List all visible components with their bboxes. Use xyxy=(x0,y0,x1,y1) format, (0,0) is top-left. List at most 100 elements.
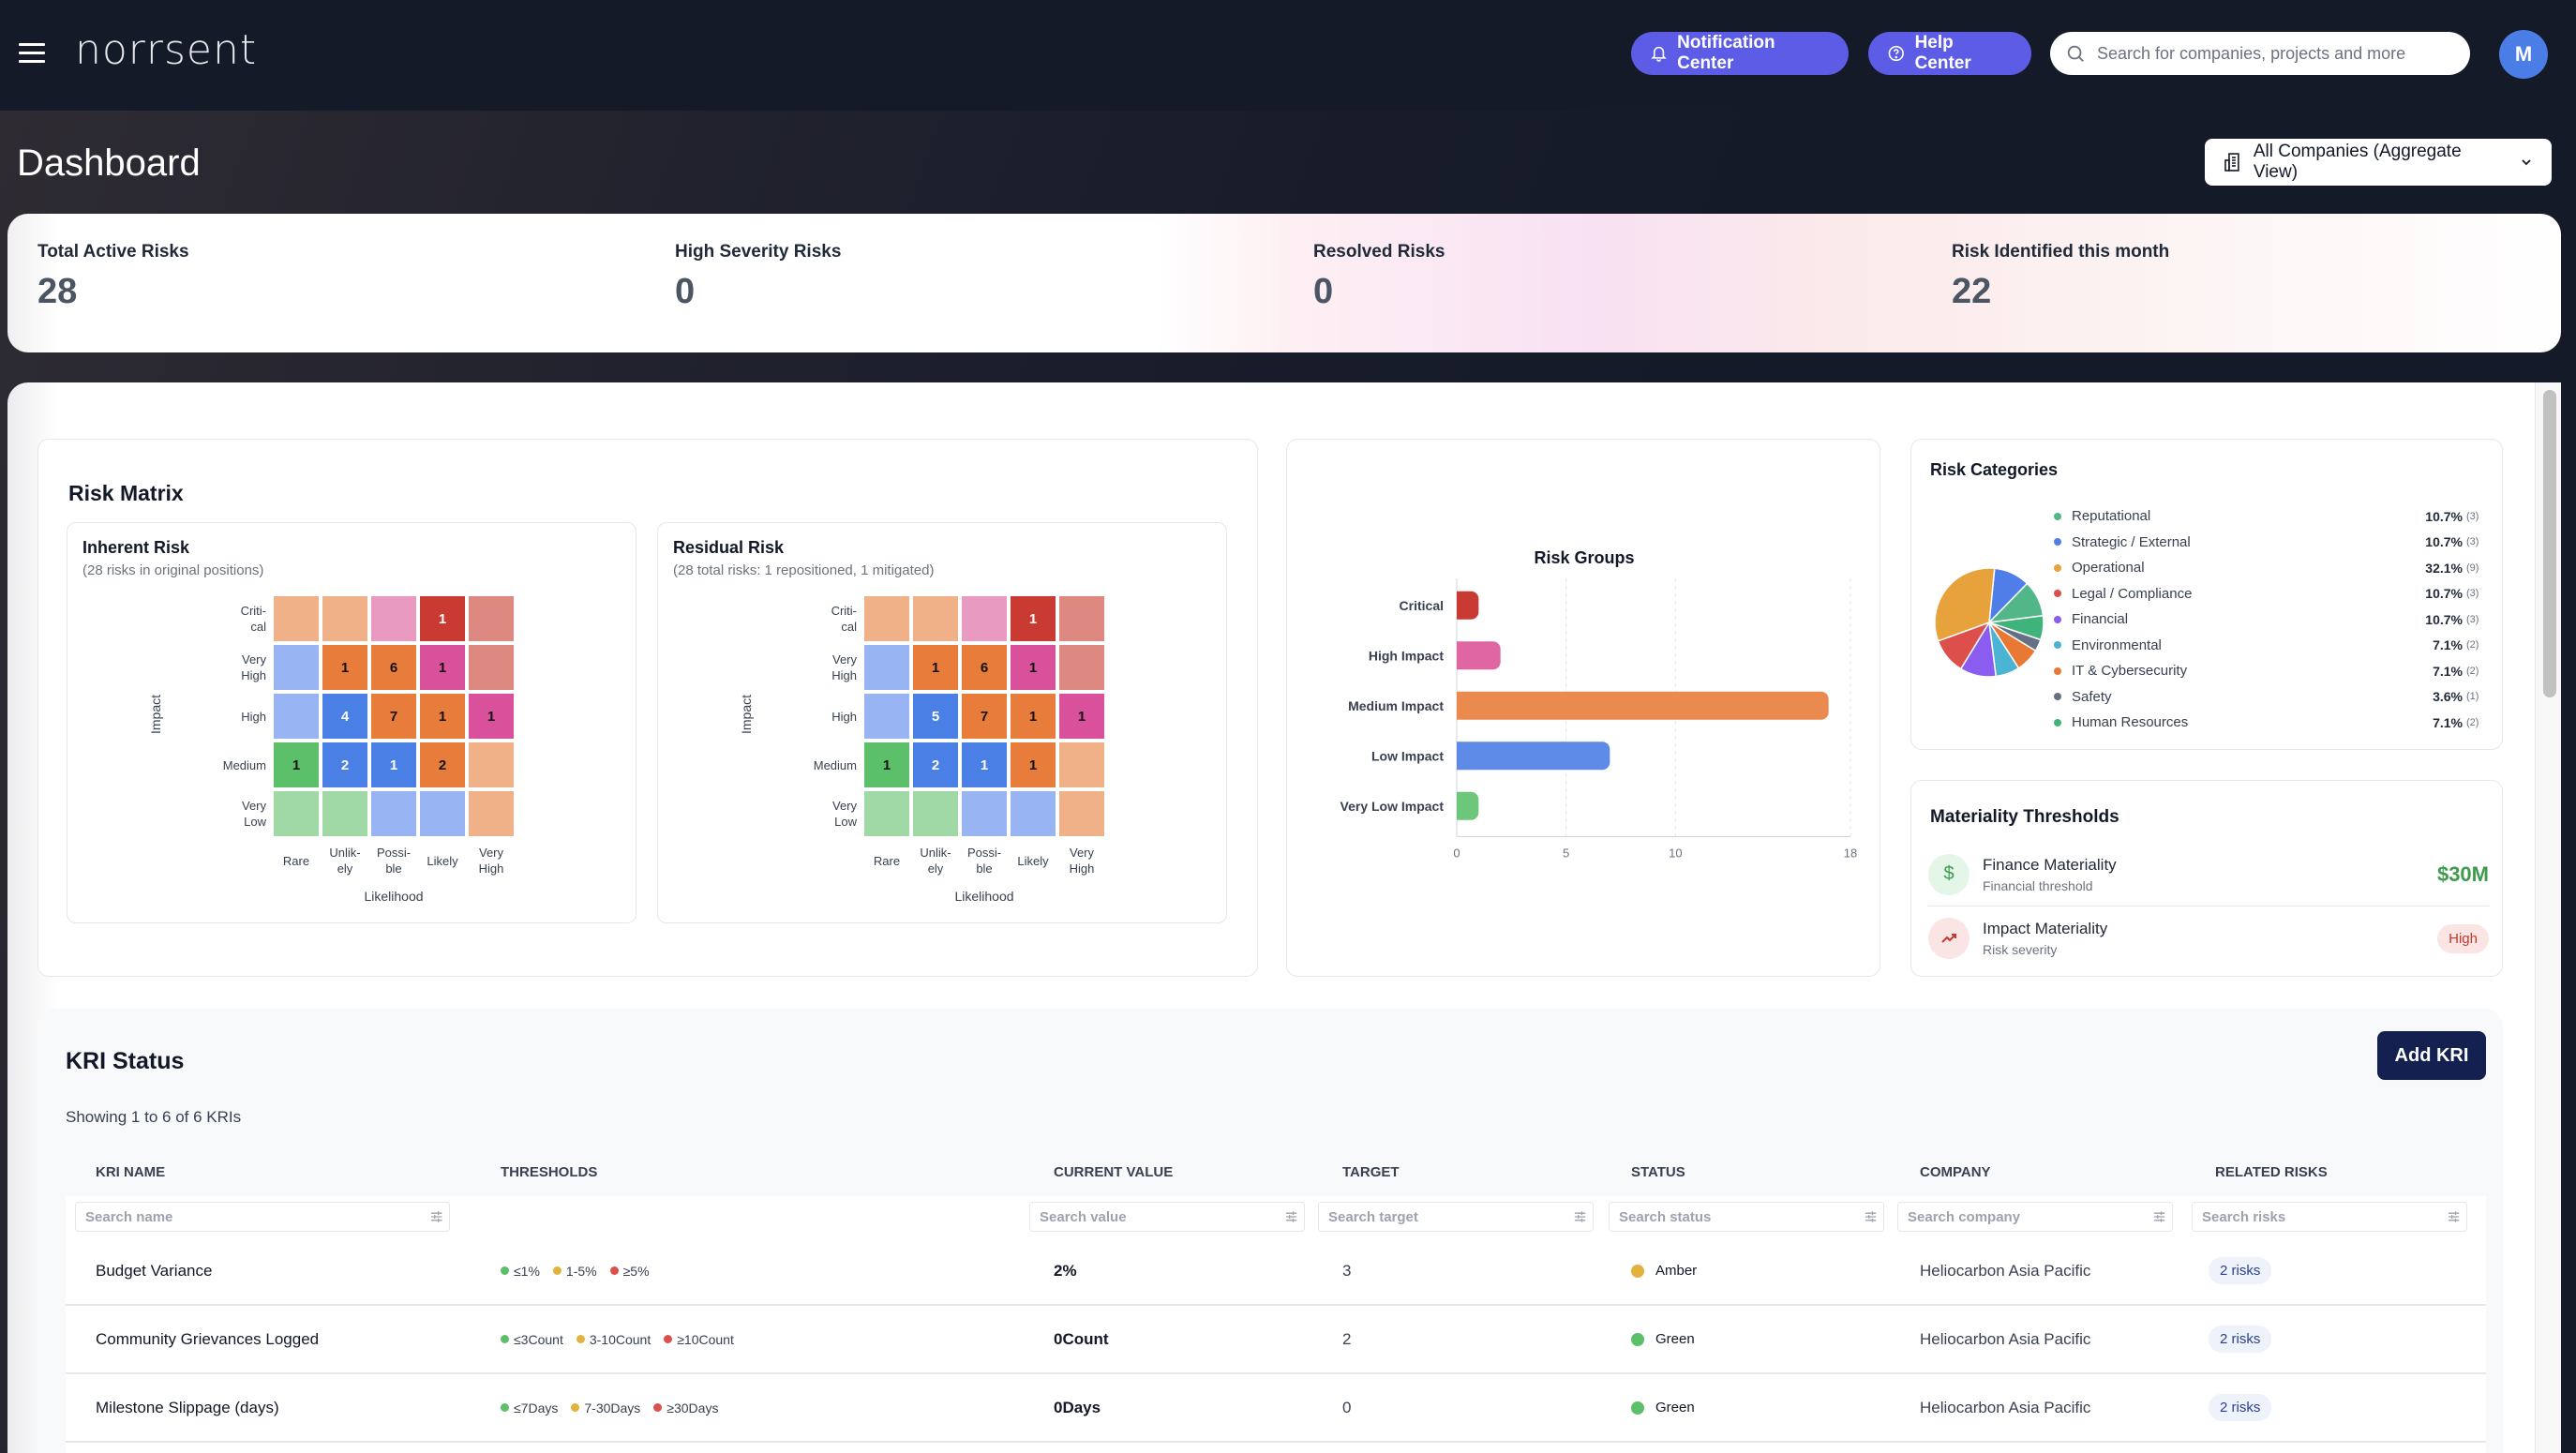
table-row[interactable]: Budget Variance ≤1% 1-5% ≥5% 2% 3 Amber Helioca… xyxy=(66,1237,2486,1306)
help-center-button[interactable]: Help Center xyxy=(1868,32,2031,75)
filter-company[interactable] xyxy=(1897,1202,2173,1232)
global-search[interactable] xyxy=(2050,32,2470,75)
matrix-cell[interactable]: 1 xyxy=(371,742,416,787)
matrix-cell[interactable] xyxy=(371,791,416,836)
matrix-cell[interactable]: 5 xyxy=(913,694,958,739)
filter-sliders-icon[interactable] xyxy=(2447,1209,2461,1224)
matrix-cell[interactable] xyxy=(1059,596,1104,641)
filter-name[interactable] xyxy=(75,1202,450,1232)
filter-sliders-icon[interactable] xyxy=(2152,1209,2166,1224)
filter-status-input[interactable] xyxy=(1619,1208,1864,1225)
menu-icon[interactable] xyxy=(19,43,45,64)
logo[interactable]: norrsent xyxy=(75,26,258,74)
legend-item[interactable]: Financial 10.7% (3) xyxy=(2054,607,2481,633)
matrix-cell[interactable] xyxy=(864,694,909,739)
matrix-cell[interactable]: 1 xyxy=(1011,742,1056,787)
matrix-cell[interactable] xyxy=(1059,742,1104,787)
matrix-cell[interactable] xyxy=(864,645,909,690)
table-row[interactable]: Community Grievances Logged ≤3Count 3-10Co… xyxy=(66,1306,2486,1374)
filter-company-input[interactable] xyxy=(1908,1208,2152,1225)
filter-sliders-icon[interactable] xyxy=(429,1209,443,1224)
matrix-cell[interactable]: 1 xyxy=(1011,694,1056,739)
matrix-cell[interactable] xyxy=(1011,791,1056,836)
global-search-input[interactable] xyxy=(2097,43,2453,64)
matrix-cell[interactable] xyxy=(274,596,319,641)
matrix-cell[interactable]: 6 xyxy=(371,645,416,690)
matrix-cell[interactable] xyxy=(469,742,514,787)
legend-item[interactable]: Operational 32.1% (9) xyxy=(2054,555,2481,581)
matrix-cell[interactable]: 1 xyxy=(864,742,909,787)
matrix-cell[interactable]: 1 xyxy=(469,694,514,739)
table-row[interactable]: Milestone Slippage (days) ≤7Days 7-30Days ≥… xyxy=(66,1374,2486,1443)
add-kri-button[interactable]: Add KRI xyxy=(2377,1031,2486,1080)
col-company[interactable]: COMPANY xyxy=(1920,1164,1991,1180)
related-risks-badge[interactable]: 2 risks xyxy=(2209,1326,2272,1353)
matrix-cell[interactable] xyxy=(1059,645,1104,690)
matrix-cell[interactable]: 7 xyxy=(962,694,1007,739)
matrix-cell[interactable]: 1 xyxy=(1011,645,1056,690)
matrix-cell[interactable] xyxy=(913,596,958,641)
matrix-cell[interactable] xyxy=(420,791,465,836)
col-target[interactable]: TARGET xyxy=(1342,1164,1400,1180)
legend-item[interactable]: Human Resources 7.1% (2) xyxy=(2054,710,2481,736)
filter-sliders-icon[interactable] xyxy=(1864,1209,1878,1224)
scrollbar[interactable] xyxy=(2535,382,2561,1453)
matrix-cell[interactable]: 2 xyxy=(420,742,465,787)
matrix-cell[interactable]: 7 xyxy=(371,694,416,739)
notification-center-button[interactable]: Notification Center xyxy=(1631,32,1849,75)
matrix-cell[interactable] xyxy=(469,645,514,690)
matrix-cell[interactable]: 1 xyxy=(1011,596,1056,641)
legend-item[interactable]: Safety 3.6% (1) xyxy=(2054,684,2481,711)
col-status[interactable]: STATUS xyxy=(1631,1164,1685,1180)
matrix-cell[interactable]: 1 xyxy=(913,645,958,690)
filter-value[interactable] xyxy=(1029,1202,1305,1232)
matrix-cell[interactable] xyxy=(322,596,367,641)
legend-item[interactable]: Environmental 7.1% (2) xyxy=(2054,633,2481,659)
legend-item[interactable]: Legal / Compliance 10.7% (3) xyxy=(2054,581,2481,607)
filter-name-input[interactable] xyxy=(85,1208,429,1225)
col-current-value[interactable]: CURRENT VALUE xyxy=(1054,1164,1174,1180)
filter-sliders-icon[interactable] xyxy=(1284,1209,1298,1224)
matrix-cell[interactable] xyxy=(274,645,319,690)
matrix-cell[interactable] xyxy=(962,596,1007,641)
col-related-risks[interactable]: RELATED RISKS xyxy=(2215,1164,2328,1180)
matrix-cell[interactable] xyxy=(864,791,909,836)
col-kri-name[interactable]: KRI NAME xyxy=(96,1164,166,1180)
matrix-cell[interactable] xyxy=(469,596,514,641)
matrix-cell[interactable] xyxy=(962,791,1007,836)
matrix-cell[interactable]: 1 xyxy=(420,645,465,690)
legend-item[interactable]: Reputational 10.7% (3) xyxy=(2054,503,2481,530)
matrix-cell[interactable] xyxy=(274,791,319,836)
matrix-cell[interactable]: 2 xyxy=(322,742,367,787)
matrix-cell[interactable] xyxy=(913,791,958,836)
matrix-cell[interactable]: 4 xyxy=(322,694,367,739)
filter-target[interactable] xyxy=(1318,1202,1594,1232)
matrix-cell[interactable] xyxy=(469,791,514,836)
filter-value-input[interactable] xyxy=(1040,1208,1284,1225)
matrix-cell[interactable]: 2 xyxy=(913,742,958,787)
matrix-cell[interactable]: 1 xyxy=(1059,694,1104,739)
matrix-cell[interactable] xyxy=(371,596,416,641)
legend-item[interactable]: Strategic / External 10.7% (3) xyxy=(2054,530,2481,556)
matrix-cell[interactable]: 1 xyxy=(962,742,1007,787)
filter-risks[interactable] xyxy=(2192,1202,2467,1232)
matrix-cell[interactable] xyxy=(864,596,909,641)
user-avatar[interactable]: M xyxy=(2499,30,2548,79)
matrix-cell[interactable]: 1 xyxy=(420,694,465,739)
matrix-cell[interactable]: 1 xyxy=(322,645,367,690)
matrix-cell[interactable] xyxy=(1059,791,1104,836)
matrix-cell[interactable]: 6 xyxy=(962,645,1007,690)
pie-slice[interactable] xyxy=(1934,567,1996,642)
matrix-cell[interactable] xyxy=(322,791,367,836)
matrix-cell[interactable] xyxy=(274,694,319,739)
filter-status[interactable] xyxy=(1609,1202,1884,1232)
col-thresholds[interactable]: THRESHOLDS xyxy=(501,1164,598,1180)
matrix-cell[interactable]: 1 xyxy=(274,742,319,787)
filter-target-input[interactable] xyxy=(1328,1208,1573,1225)
scrollbar-thumb[interactable] xyxy=(2543,390,2556,697)
company-select[interactable]: All Companies (Aggregate View) xyxy=(2205,139,2552,186)
filter-sliders-icon[interactable] xyxy=(1573,1209,1587,1224)
legend-item[interactable]: IT & Cybersecurity 7.1% (2) xyxy=(2054,658,2481,684)
related-risks-badge[interactable]: 2 risks xyxy=(2209,1394,2272,1421)
related-risks-badge[interactable]: 2 risks xyxy=(2209,1257,2272,1284)
